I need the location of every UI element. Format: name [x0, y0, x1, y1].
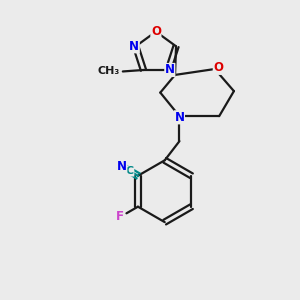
Text: N: N	[117, 160, 127, 173]
Text: C: C	[126, 166, 134, 176]
Text: F: F	[116, 211, 124, 224]
Text: N: N	[174, 111, 184, 124]
Text: O: O	[151, 25, 161, 38]
Text: N: N	[129, 40, 139, 53]
Text: CH₃: CH₃	[97, 67, 119, 76]
Text: O: O	[213, 61, 223, 74]
Text: N: N	[165, 64, 175, 76]
